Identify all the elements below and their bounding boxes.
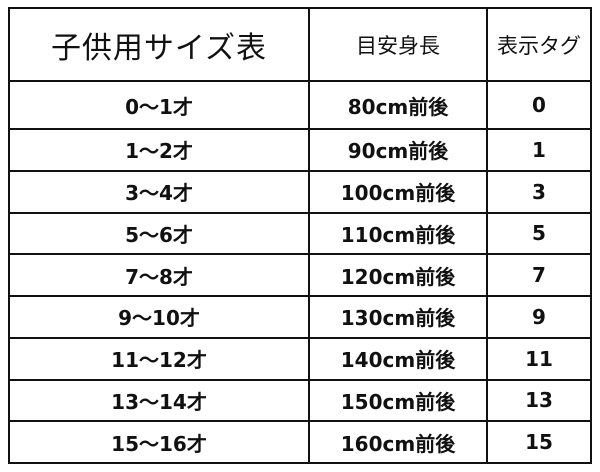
table-row: 11～12才 140cm前後 11 <box>8 336 592 381</box>
height-cell: 120cm前後 <box>308 253 488 297</box>
table-row: 13～14才 150cm前後 13 <box>8 378 592 423</box>
header-height: 目安身長 <box>308 7 488 82</box>
height-cell: 150cm前後 <box>308 378 488 423</box>
tag-cell: 13 <box>486 378 592 423</box>
height-cell: 100cm前後 <box>308 169 488 214</box>
tag-cell: 15 <box>486 420 592 464</box>
tag-cell: 3 <box>486 169 592 214</box>
age-cell: 1～2才 <box>8 128 310 172</box>
age-cell: 11～12才 <box>8 336 310 381</box>
table-row: 15～16才 160cm前後 15 <box>8 420 592 464</box>
age-cell: 7～8才 <box>8 253 310 297</box>
height-cell: 80cm前後 <box>308 80 488 130</box>
age-cell: 13～14才 <box>8 378 310 423</box>
tag-cell: 0 <box>486 80 592 130</box>
age-cell: 3～4才 <box>8 169 310 214</box>
height-cell: 140cm前後 <box>308 336 488 381</box>
age-cell: 0～1才 <box>8 80 310 130</box>
table-row: 7～8才 120cm前後 7 <box>8 253 592 297</box>
tag-cell: 9 <box>486 295 592 339</box>
height-cell: 110cm前後 <box>308 211 488 256</box>
tag-cell: 5 <box>486 211 592 256</box>
size-table: 子供用サイズ表 目安身長 表示タグ 0～1才 80cm前後 0 1～2才 90cm前後 1… <box>8 7 592 464</box>
table-row: 1～2才 90cm前後 1 <box>8 128 592 172</box>
table-row: 0～1才 80cm前後 0 <box>8 80 592 130</box>
age-cell: 9～10才 <box>8 295 310 339</box>
table-row: 5～6才 110cm前後 5 <box>8 211 592 256</box>
table-row: 9～10才 130cm前後 9 <box>8 295 592 339</box>
table-title: 子供用サイズ表 <box>8 7 310 82</box>
tag-cell: 1 <box>486 128 592 172</box>
height-cell: 130cm前後 <box>308 295 488 339</box>
tag-cell: 11 <box>486 336 592 381</box>
height-cell: 90cm前後 <box>308 128 488 172</box>
height-cell: 160cm前後 <box>308 420 488 464</box>
age-cell: 5～6才 <box>8 211 310 256</box>
header-row: 子供用サイズ表 目安身長 表示タグ <box>8 7 592 82</box>
age-cell: 15～16才 <box>8 420 310 464</box>
header-tag: 表示タグ <box>486 7 592 82</box>
tag-cell: 7 <box>486 253 592 297</box>
table-row: 3～4才 100cm前後 3 <box>8 169 592 214</box>
